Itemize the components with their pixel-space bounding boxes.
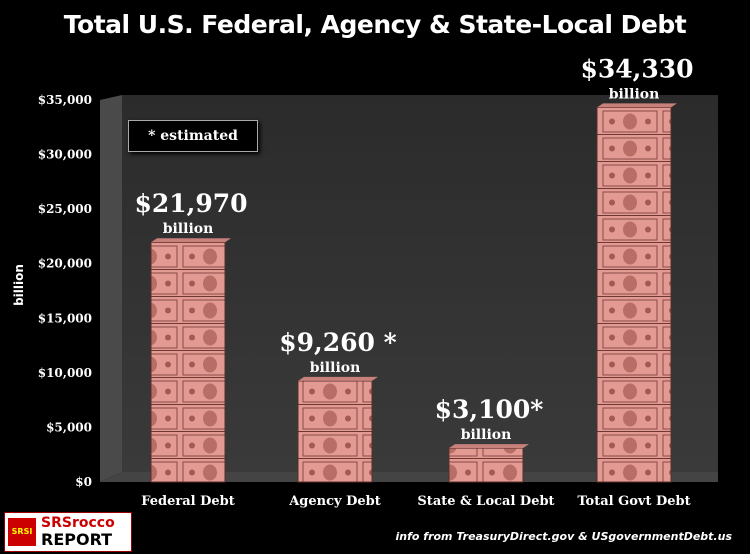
x-tick-label: State & Local Debt	[417, 494, 554, 509]
x-tick-label: Total Govt Debt	[577, 494, 690, 509]
logo-line1: SRSrocco	[41, 515, 115, 531]
value-unit-label: billion	[461, 427, 512, 443]
bar-top-face	[298, 376, 378, 381]
chart-title: Total U.S. Federal, Agency & State-Local…	[63, 10, 687, 39]
value-unit-label: billion	[609, 86, 660, 102]
value-unit-label: billion	[310, 360, 361, 376]
logo-line2: REPORT	[41, 530, 113, 549]
plot-back-wall	[122, 95, 718, 472]
x-tick-label: Agency Debt	[288, 494, 381, 509]
logo-badge: SRSI	[8, 518, 36, 546]
y-tick-label: $0	[75, 475, 92, 489]
value-label: $3,100*	[435, 395, 544, 424]
plot-floor	[100, 472, 718, 482]
source-credit: info from TreasuryDirect.gov & USgovernm…	[395, 530, 732, 543]
y-tick-label: $35,000	[38, 93, 92, 107]
bar-federal-debt	[150, 241, 226, 483]
x-tick-label: Federal Debt	[141, 494, 235, 509]
y-tick-label: $25,000	[38, 202, 92, 216]
value-unit-label: billion	[163, 221, 214, 237]
y-tick-label: $10,000	[38, 366, 92, 380]
bar-top-face	[151, 238, 231, 243]
bar-top-face	[597, 103, 677, 108]
value-label: $34,330	[580, 54, 693, 83]
y-tick-label: $5,000	[46, 420, 92, 434]
estimated-note: * estimated	[128, 120, 258, 152]
bar-state-local-debt	[448, 447, 524, 483]
value-label: $9,260 *	[279, 328, 396, 357]
srsrocco-logo: SRSI SRSrocco REPORT	[4, 512, 132, 552]
y-tick-label: $15,000	[38, 311, 92, 325]
y-tick-label: $20,000	[38, 257, 92, 271]
value-label: $21,970	[134, 189, 247, 218]
bar-agency-debt	[297, 380, 373, 483]
y-tick-label: $30,000	[38, 148, 92, 162]
y-axis-label: billion	[11, 264, 26, 306]
bar-top-face	[449, 444, 529, 449]
bar-total-govt-debt	[596, 106, 672, 483]
plot-left-wall	[100, 95, 122, 482]
